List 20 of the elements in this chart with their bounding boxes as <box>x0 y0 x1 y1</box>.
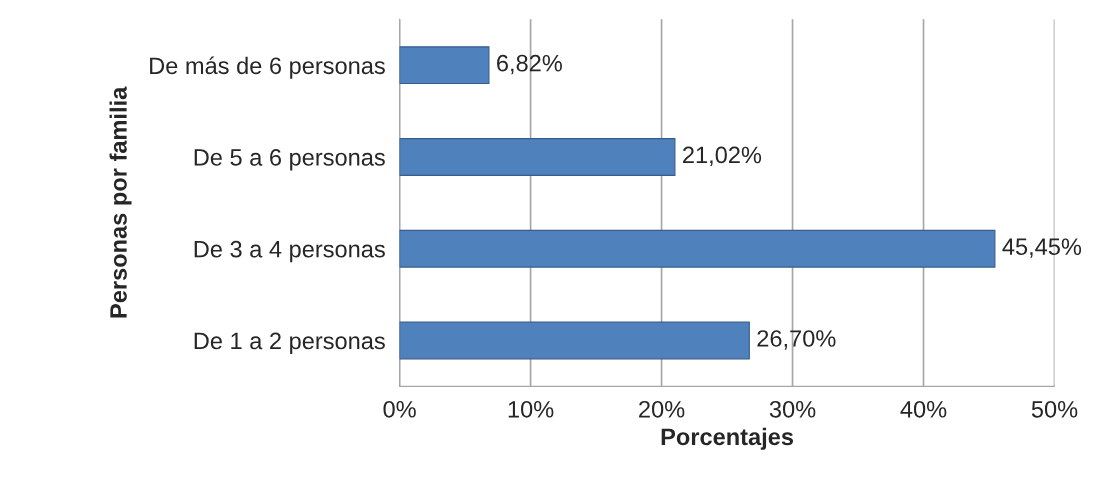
bar <box>399 229 996 268</box>
y-tick-label: De 3 a 4 personas <box>194 240 385 263</box>
x-tick-label: 40% <box>900 400 947 418</box>
y-axis-title: Personas por familia <box>109 86 132 318</box>
y-tick-label: De 5 a 6 personas <box>194 149 385 171</box>
x-tick-label: 20% <box>639 400 685 418</box>
x-tick-label: 0% <box>383 400 416 418</box>
bar <box>399 46 490 85</box>
x-axis-title: Porcentajes <box>661 427 794 450</box>
bar <box>399 321 750 360</box>
data-label: 21,02% <box>683 146 762 167</box>
x-tick-label: 50% <box>1031 400 1078 418</box>
y-tick-label: De más de 6 personas <box>150 56 385 79</box>
x-tick-label: 10% <box>508 400 554 418</box>
x-tick-label: 30% <box>769 400 816 418</box>
data-label: 6,82% <box>497 54 562 75</box>
data-label: 45,45% <box>1002 238 1082 258</box>
data-label: 26,70% <box>757 330 836 350</box>
y-tick-label: De 1 a 2 personas <box>194 332 385 354</box>
bar <box>399 138 676 176</box>
